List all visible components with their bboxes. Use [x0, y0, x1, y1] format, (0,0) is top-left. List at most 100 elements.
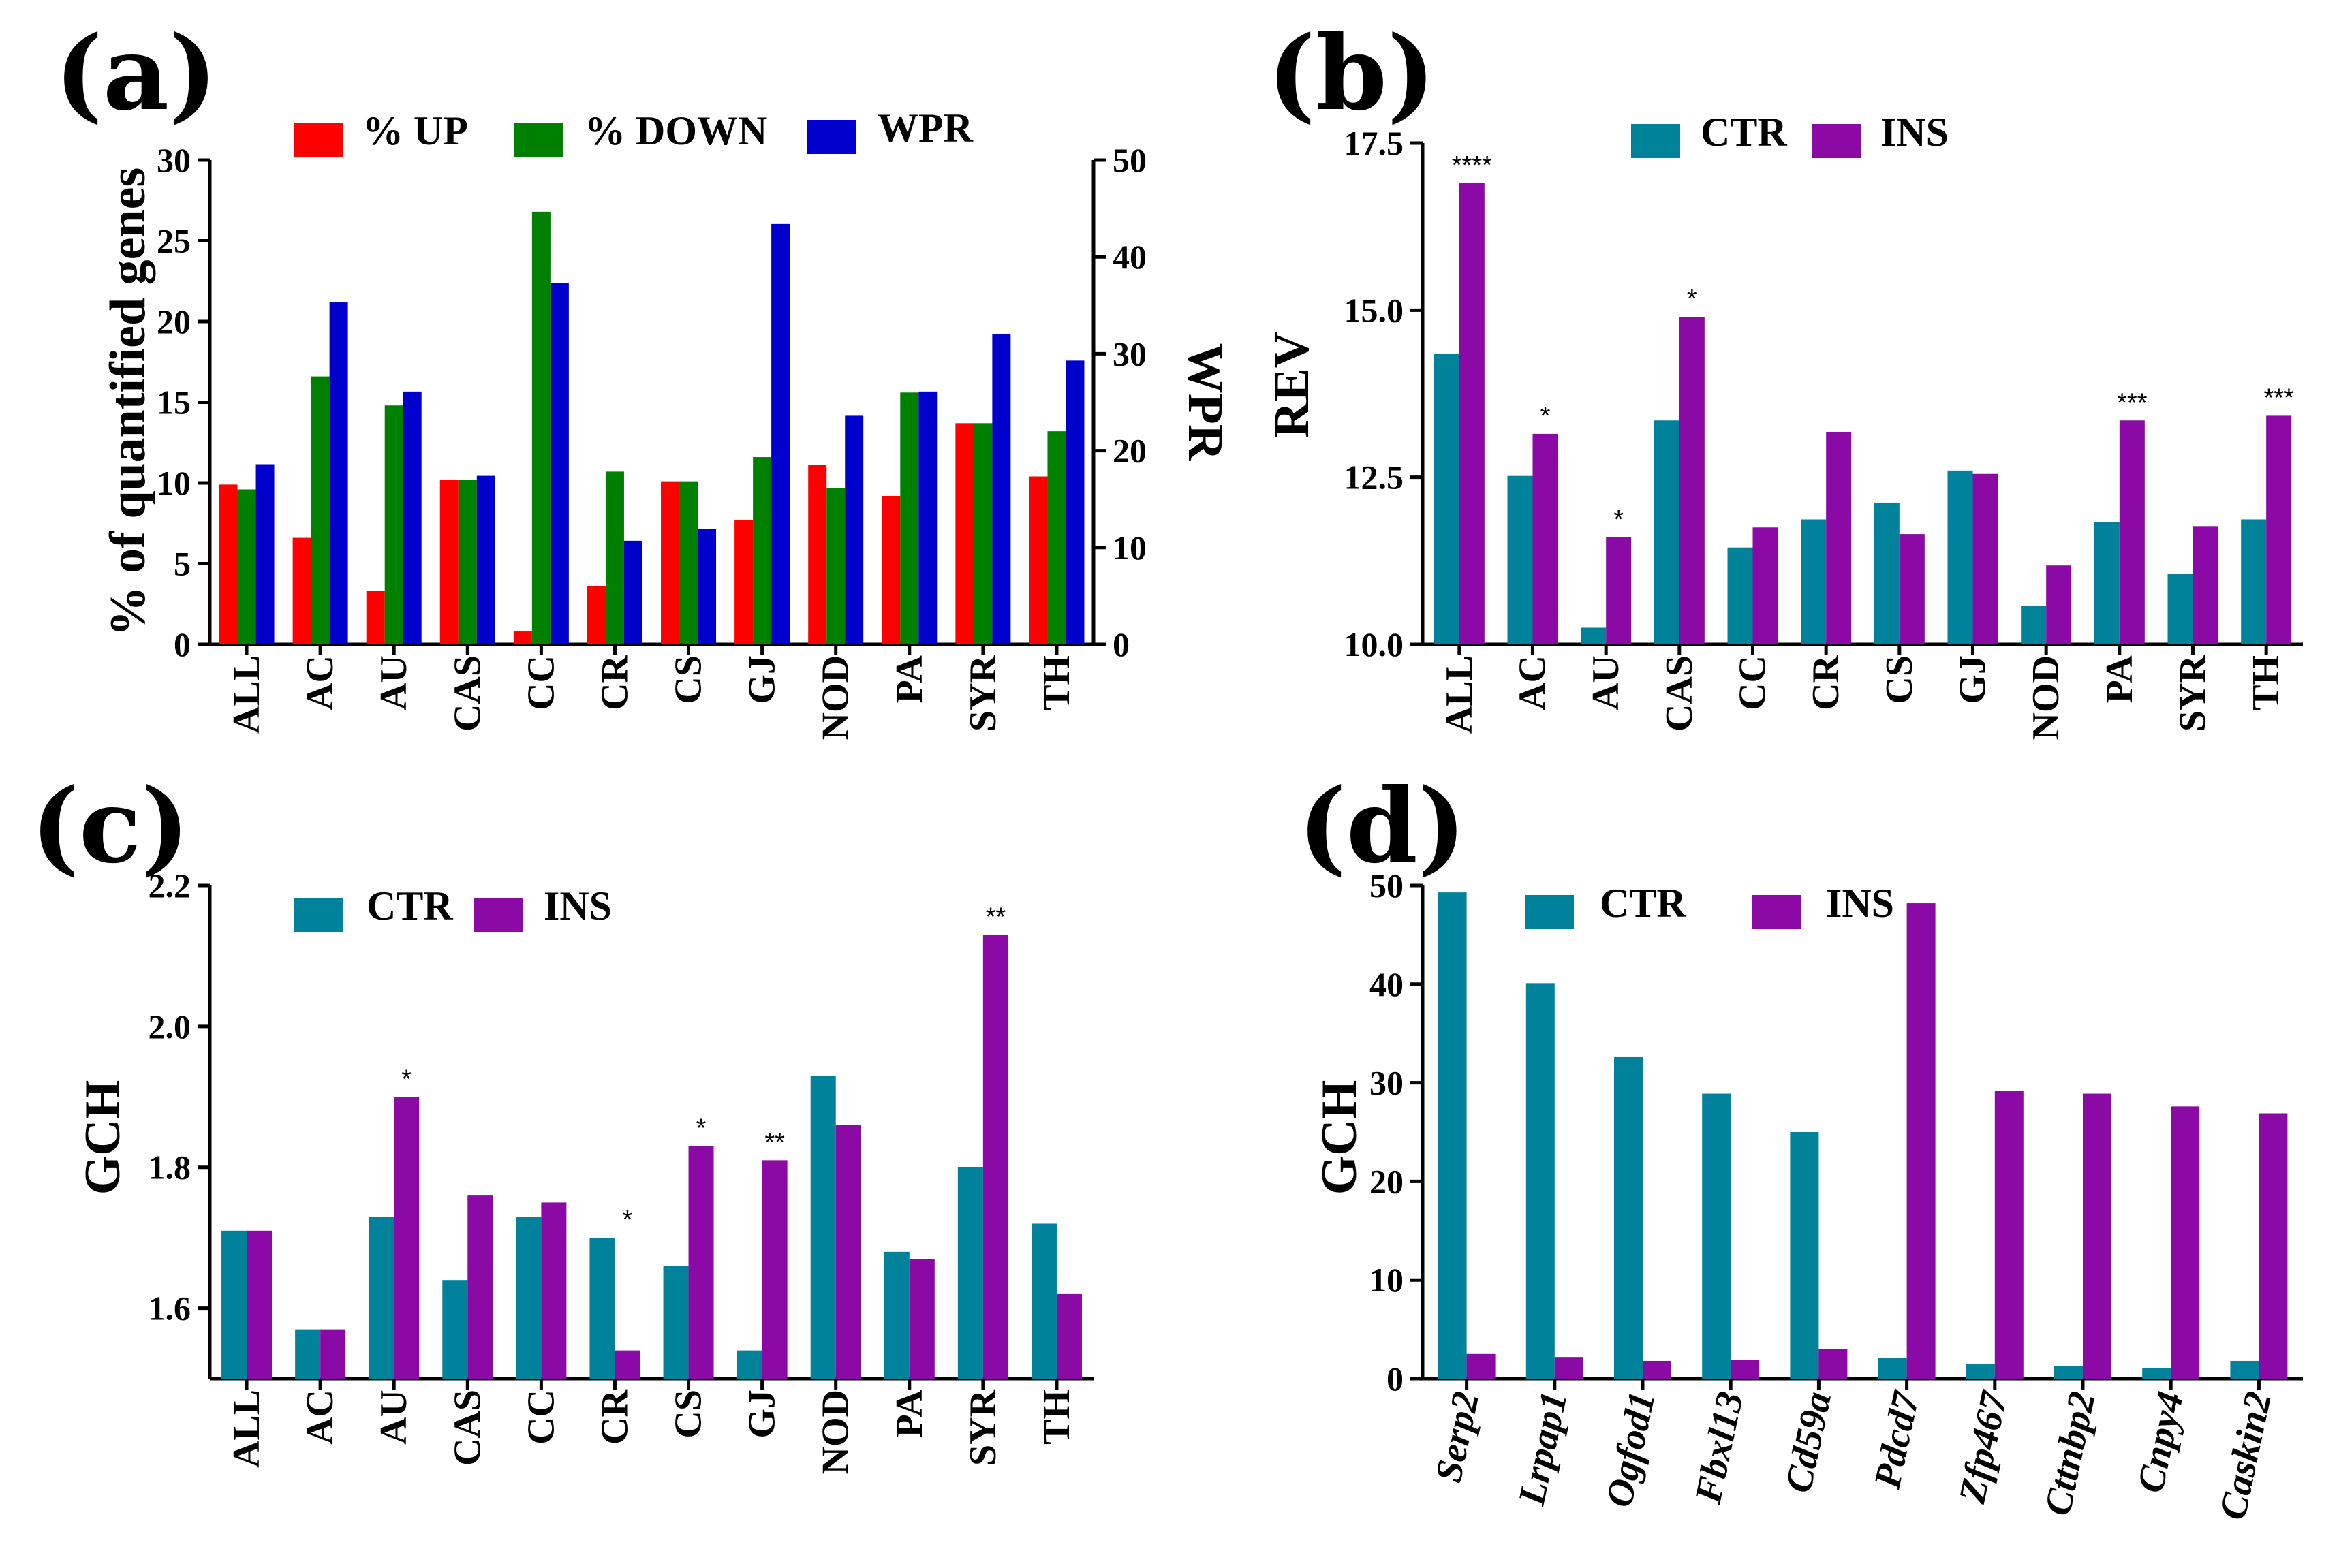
y-right-tick-label: 10: [1113, 529, 1147, 567]
y-tick-label: 2.0: [149, 1007, 191, 1046]
x-category-label: AC: [299, 1390, 341, 1445]
x-category-label: CC: [520, 655, 562, 710]
bar-ctr-serp2: [1438, 892, 1467, 1379]
x-category-label: Caskin2: [2212, 1388, 2280, 1524]
bar-down-all: [237, 489, 256, 644]
bar-ins-cc: [541, 1202, 567, 1379]
bar-ins-all: [1459, 183, 1485, 644]
chart-panel-c: (c) 1.6 1.8 2.0 2.2 ALL AC AU CAS CC CR CS GJ NOD PA SY…: [31, 766, 1094, 1474]
bar-ctr-cc: [516, 1217, 542, 1379]
legend-label: CTR: [367, 883, 453, 928]
bar-ins-cas: [1679, 317, 1705, 644]
y-right-tick-label: 0: [1113, 625, 1130, 663]
y-axis-title: GCH: [1312, 1080, 1367, 1195]
legend-label: CTR: [1600, 881, 1686, 926]
x-category-label: SYR: [962, 655, 1004, 732]
bar-down-th: [1047, 431, 1066, 644]
significance-marker: **: [764, 1128, 785, 1157]
bar-ins-cr: [615, 1350, 640, 1379]
y-tick-label: 10.0: [1344, 625, 1404, 663]
significance-marker: *: [1687, 285, 1697, 313]
bar-ins-cttnbp2: [2083, 1093, 2111, 1379]
y-tick-label: 40: [1369, 965, 1404, 1003]
bar-down-pa: [900, 392, 919, 644]
x-category-label: Fbxl13: [1687, 1388, 1752, 1507]
x-category-label: AU: [373, 655, 415, 710]
x-category-label: TH: [2245, 655, 2287, 710]
x-category-label: NOD: [815, 655, 857, 740]
significance-marker: *: [401, 1065, 412, 1093]
bar-ins-cs: [1899, 534, 1925, 644]
legend-label: INS: [544, 883, 612, 928]
bar-ins-pdcd7: [1906, 903, 1936, 1379]
bar-ctr-cr: [589, 1238, 615, 1379]
x-category-label: AU: [1585, 655, 1627, 710]
bar-down-cr: [605, 471, 624, 644]
legend-label: INS: [1826, 881, 1894, 926]
bar-ctr-cc: [1727, 547, 1753, 644]
bar-ctr-ac: [1507, 475, 1533, 644]
significance-marker: *: [696, 1114, 707, 1143]
x-category-label: CC: [1732, 655, 1774, 710]
bar-ctr-th: [1031, 1223, 1057, 1379]
y-axis-right-title: WPR: [1177, 343, 1233, 462]
legend-swatch-ins: [474, 898, 523, 932]
bar-ctr-lrpap1: [1525, 983, 1555, 1379]
bar-down-cs: [679, 481, 698, 644]
bar-ctr-gj: [1947, 470, 1973, 644]
bar-ctr-pdcd7: [1878, 1358, 1907, 1379]
bar-up-cs: [661, 481, 680, 644]
y-tick-label: 5: [174, 545, 191, 583]
bar-ctr-cas: [442, 1280, 468, 1379]
x-category-label: Lrpap1: [1511, 1388, 1576, 1509]
significance-marker: ****: [1452, 151, 1492, 180]
bar-up-gj: [734, 520, 754, 644]
bar-ins-ogfod1: [1643, 1360, 1671, 1379]
bar-down-gj: [753, 457, 772, 644]
x-category-label: GJ: [741, 655, 784, 704]
bar-ins-syr: [982, 935, 1008, 1379]
bar-ins-cr: [1826, 431, 1852, 644]
x-category-label: PA: [888, 1389, 931, 1437]
bar-ctr-syr: [957, 1167, 983, 1379]
x-category-label: PA: [888, 655, 931, 703]
bar-ins-ac: [1532, 433, 1558, 644]
y-axis-title: % of quantified genes: [100, 168, 156, 637]
bar-ins-th: [1056, 1293, 1082, 1379]
bar-ins-cc: [1752, 527, 1778, 644]
bar-ins-gj: [762, 1160, 788, 1379]
legend-swatch-ctr: [1525, 895, 1574, 929]
bar-ins-th: [2266, 415, 2292, 644]
x-category-label: CS: [1878, 655, 1921, 704]
bar-ctr-au: [369, 1217, 394, 1379]
x-category-label: Ogfod1: [1598, 1388, 1663, 1511]
bar-ctr-au: [1581, 627, 1607, 644]
y-tick-label: 25: [157, 222, 191, 260]
bar-wpr-au: [403, 391, 422, 644]
bar-down-nod: [826, 488, 846, 644]
bar-down-ac: [311, 376, 330, 644]
x-category-label: NOD: [815, 1390, 857, 1474]
y-tick-label: 0: [174, 625, 191, 663]
y-tick-label: 50: [1369, 866, 1404, 905]
x-category-label: SYR: [962, 1389, 1004, 1466]
bar-wpr-cas: [476, 475, 495, 644]
bar-wpr-pa: [918, 391, 938, 644]
bar-up-nod: [808, 465, 827, 644]
bar-ctr-cs: [1874, 502, 1900, 644]
legend-swatch-ctr: [1631, 124, 1680, 158]
chart-panel-d: (d) 0 10 20 30 40 50 Serp2 Lrpap1 Ogfod1 Fbxl13 Cd5…: [1298, 766, 2303, 1523]
bar-wpr-th: [1066, 360, 1085, 644]
bar-ins-syr: [2193, 526, 2218, 644]
bar-ins-serp2: [1466, 1353, 1496, 1379]
bar-ctr-syr: [2167, 574, 2193, 644]
bar-ctr-ac: [295, 1329, 321, 1379]
bar-up-cas: [439, 480, 459, 644]
bar-ctr-cas: [1654, 420, 1679, 644]
x-category-label: PA: [2098, 655, 2141, 703]
bar-ctr-ogfod1: [1614, 1056, 1643, 1379]
chart-panel-a: (a) 0 5 10 15 20 25 30 0 10 20 30 40 50 ALL AC AU CAS CC CR…: [55, 14, 1233, 740]
y-tick-label: 0: [1387, 1360, 1404, 1398]
panel-label: (b): [1267, 14, 1436, 134]
